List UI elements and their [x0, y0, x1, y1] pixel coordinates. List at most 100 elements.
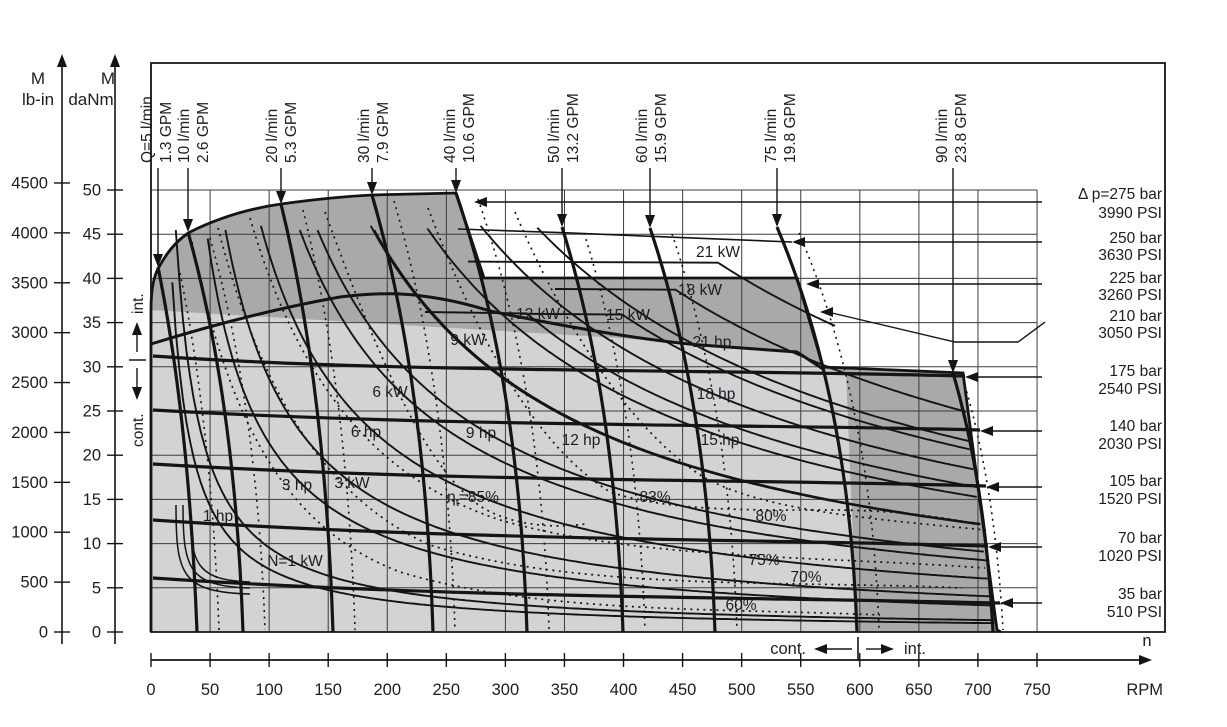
- flow-arrow-icon: [183, 219, 193, 232]
- speed-zone-left-arrow-icon: [814, 644, 827, 654]
- danm-axis-title: M: [101, 69, 115, 88]
- pressure-label-bar: 70 bar: [1118, 530, 1162, 547]
- speed-tick-label: 0: [146, 681, 155, 699]
- pressure-curve-70bar: [152, 518, 989, 548]
- pressure-arrow-icon: [988, 542, 1001, 552]
- power-label-hp-15: 15 hp: [701, 432, 740, 449]
- danm-tick-label: 10: [83, 535, 101, 553]
- flow-label-us: 13.2 GPM: [565, 93, 582, 163]
- power-curve-kw-12: [424, 311, 977, 489]
- power-label-kw-6: 6 kW: [372, 384, 408, 401]
- flow-arrow-icon: [645, 215, 655, 228]
- flow-arrow-icon: [557, 214, 567, 227]
- pressure-arrow-icon: [1000, 598, 1013, 608]
- speed-tick-label: 500: [728, 681, 756, 699]
- danm-tick-label: 45: [83, 226, 101, 244]
- danm-tick-label: 20: [83, 447, 101, 465]
- efficiency-label-75: 75%: [748, 552, 779, 569]
- lbin-tick-label: 4000: [11, 224, 48, 242]
- flow-line: [648, 227, 717, 633]
- flow-line: [370, 194, 435, 633]
- flow-label-us: 19.8 GPM: [782, 93, 799, 163]
- pressure-label-psi: 2030 PSI: [1098, 436, 1162, 453]
- speed-tick-label: 450: [669, 681, 697, 699]
- efficiency-label-80: 80%: [755, 508, 786, 525]
- flow-label-metric: Q=5 l/min: [139, 96, 156, 163]
- lbin-tick-label: 0: [39, 624, 48, 642]
- power-curve-kw-3: [224, 229, 991, 598]
- torque-zone-cont-label: cont.: [130, 413, 147, 447]
- flow-arrow-icon: [948, 360, 958, 373]
- torque-zone-int-label: int.: [130, 293, 147, 314]
- lbin-tick-label: 3000: [11, 324, 48, 342]
- lbin-tick-label: 2000: [11, 424, 48, 442]
- lbin-axis-title: M: [31, 69, 45, 88]
- flow-label-us: 2.6 GPM: [195, 102, 212, 163]
- flow-line: [775, 226, 859, 633]
- power-label-hp-12: 12 hp: [562, 432, 601, 449]
- speed-tick-label: 650: [905, 681, 933, 699]
- flow-label-metric: 75 l/min: [763, 109, 780, 163]
- lbin-tick-label: 4500: [11, 174, 48, 192]
- flow-line-dotted: [477, 198, 550, 631]
- power-curve-hp-15: [426, 227, 977, 498]
- flow-label-us: 23.8 GPM: [953, 93, 970, 163]
- pressure-arrow-icon: [986, 482, 999, 492]
- pressure-curve-175bar: [152, 354, 966, 378]
- flow-line-dotted: [302, 209, 356, 631]
- torque-zone-down-arrow-icon: [132, 387, 142, 400]
- pressure-label-psi: 1020 PSI: [1098, 548, 1162, 565]
- lbin-axis-unit: lb-in: [22, 90, 54, 109]
- pressure-label-bar: 250 bar: [1109, 230, 1162, 247]
- speed-tick-label: 700: [964, 681, 992, 699]
- flow-label-us: 5.3 GPM: [283, 102, 300, 163]
- power-label-kw-9: 9 kW: [450, 332, 486, 349]
- speed-zone-right-arrow-icon: [881, 644, 894, 654]
- power-curve-kw-15: [519, 312, 970, 451]
- pressure-label-bar: 175 bar: [1109, 363, 1162, 380]
- pressure-label-bar: 105 bar: [1109, 473, 1162, 490]
- pressure-label-bar: 140 bar: [1109, 418, 1162, 435]
- efficiency-label-83: 83%: [639, 489, 670, 506]
- flow-arrow-icon: [451, 180, 461, 193]
- speed-tick-label: 400: [610, 681, 638, 699]
- flow-arrow-icon: [367, 182, 377, 195]
- power-label-kw-12: 12 kW: [516, 306, 560, 323]
- pressure-leader: [831, 312, 1046, 343]
- envelope-inner-curve: [189, 504, 251, 583]
- speed-axis-unit: RPM: [1126, 681, 1163, 699]
- danm-tick-label: 5: [92, 579, 101, 597]
- pressure-curve-210bar: [150, 292, 824, 371]
- lbin-tick-label: 1500: [11, 474, 48, 492]
- power-label-hp-9: 9 hp: [466, 425, 496, 442]
- flow-line: [186, 231, 245, 633]
- pressure-arrow-icon: [792, 237, 805, 247]
- flow-arrow-icon: [772, 214, 782, 227]
- power-label-hp-21: 21 hp: [693, 334, 732, 351]
- power-label-hp-3: 3 hp: [282, 477, 312, 494]
- efficiency-label-85: ηt=85%: [447, 489, 499, 509]
- power-curve-hp-9: [316, 229, 984, 553]
- power-label-kw-21: 21 kW: [696, 244, 740, 261]
- power-label-kw-1: N=1 kW: [267, 553, 323, 570]
- lbin-axis-arrow-icon: [57, 54, 67, 67]
- lbin-tick-label: 3500: [11, 274, 48, 292]
- speed-axis-arrow-icon: [1139, 655, 1152, 665]
- pressure-label-psi: 3990 PSI: [1098, 205, 1162, 222]
- torque-zone-up-arrow-icon: [132, 322, 142, 335]
- efficiency-contour-60: [191, 241, 881, 616]
- power-label-kw-3: 3 kW: [334, 475, 370, 492]
- pressure-curve-35bar: [152, 576, 1001, 605]
- pressure-label-psi: 2540 PSI: [1098, 381, 1162, 398]
- danm-tick-label: 30: [83, 358, 101, 376]
- envelope-inner-curve: [175, 504, 251, 595]
- power-label-hp-1: 1 hp: [203, 508, 233, 525]
- efficiency-label-70: 70%: [790, 569, 821, 586]
- pressure-label-bar: 225 bar: [1109, 270, 1162, 287]
- flow-label-us: 1.3 GPM: [158, 102, 175, 163]
- pressure-label-psi: 3630 PSI: [1098, 247, 1162, 264]
- pressure-curve-250bar: [457, 228, 793, 243]
- speed-tick-label: 50: [201, 681, 219, 699]
- pressure-arrow-icon: [806, 279, 819, 289]
